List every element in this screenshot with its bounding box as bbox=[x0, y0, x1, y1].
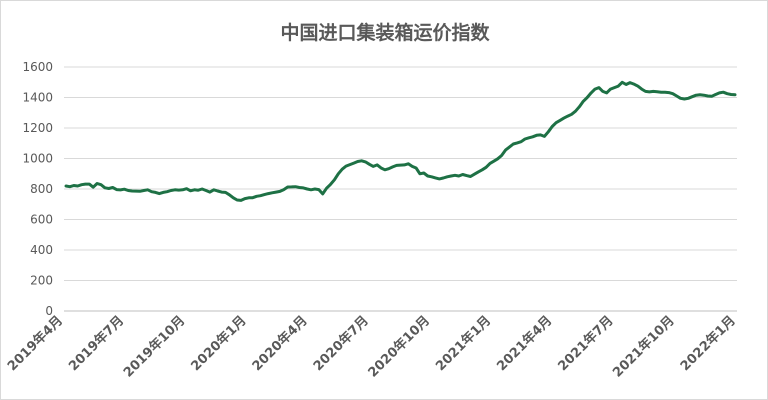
y-tick-label: 200 bbox=[30, 274, 53, 288]
y-tick-label: 1400 bbox=[22, 91, 53, 105]
x-tick-label: 2019年7月 bbox=[65, 313, 127, 375]
x-tick-label: 2019年1月 bbox=[1, 313, 5, 375]
x-tick-label: 2020年7月 bbox=[310, 313, 372, 375]
y-axis-ticks: 0 200 400 600 800 1000 1200 1400 1600 bbox=[22, 60, 53, 318]
y-tick-label: 800 bbox=[30, 182, 53, 196]
x-tick-label: 2021年10月 bbox=[610, 313, 678, 381]
y-tick-label: 600 bbox=[30, 213, 53, 227]
gridlines bbox=[64, 66, 737, 312]
x-tick-label: 2020年4月 bbox=[249, 313, 311, 375]
x-tick-label: 2021年1月 bbox=[432, 313, 494, 375]
x-tick-label: 2020年1月 bbox=[188, 313, 250, 375]
y-tick-label: 1000 bbox=[22, 152, 53, 166]
x-tick-label: 2022年1月 bbox=[677, 313, 739, 375]
x-tick-label: 2021年4月 bbox=[494, 313, 556, 375]
plot-area bbox=[64, 80, 737, 202]
y-tick-label: 1200 bbox=[22, 121, 53, 135]
x-tick-label: 2020年10月 bbox=[365, 313, 433, 381]
chart-title: 中国进口集装箱运价指数 bbox=[280, 22, 490, 44]
x-tick-label: 2019年10月 bbox=[120, 313, 188, 381]
y-tick-label: 0 bbox=[45, 304, 53, 318]
x-tick-label: 2019年4月 bbox=[4, 313, 66, 375]
x-tick-label: 2021年7月 bbox=[555, 313, 617, 375]
y-tick-label: 400 bbox=[30, 243, 53, 257]
y-tick-label: 1600 bbox=[22, 60, 53, 74]
series-line bbox=[64, 80, 737, 202]
